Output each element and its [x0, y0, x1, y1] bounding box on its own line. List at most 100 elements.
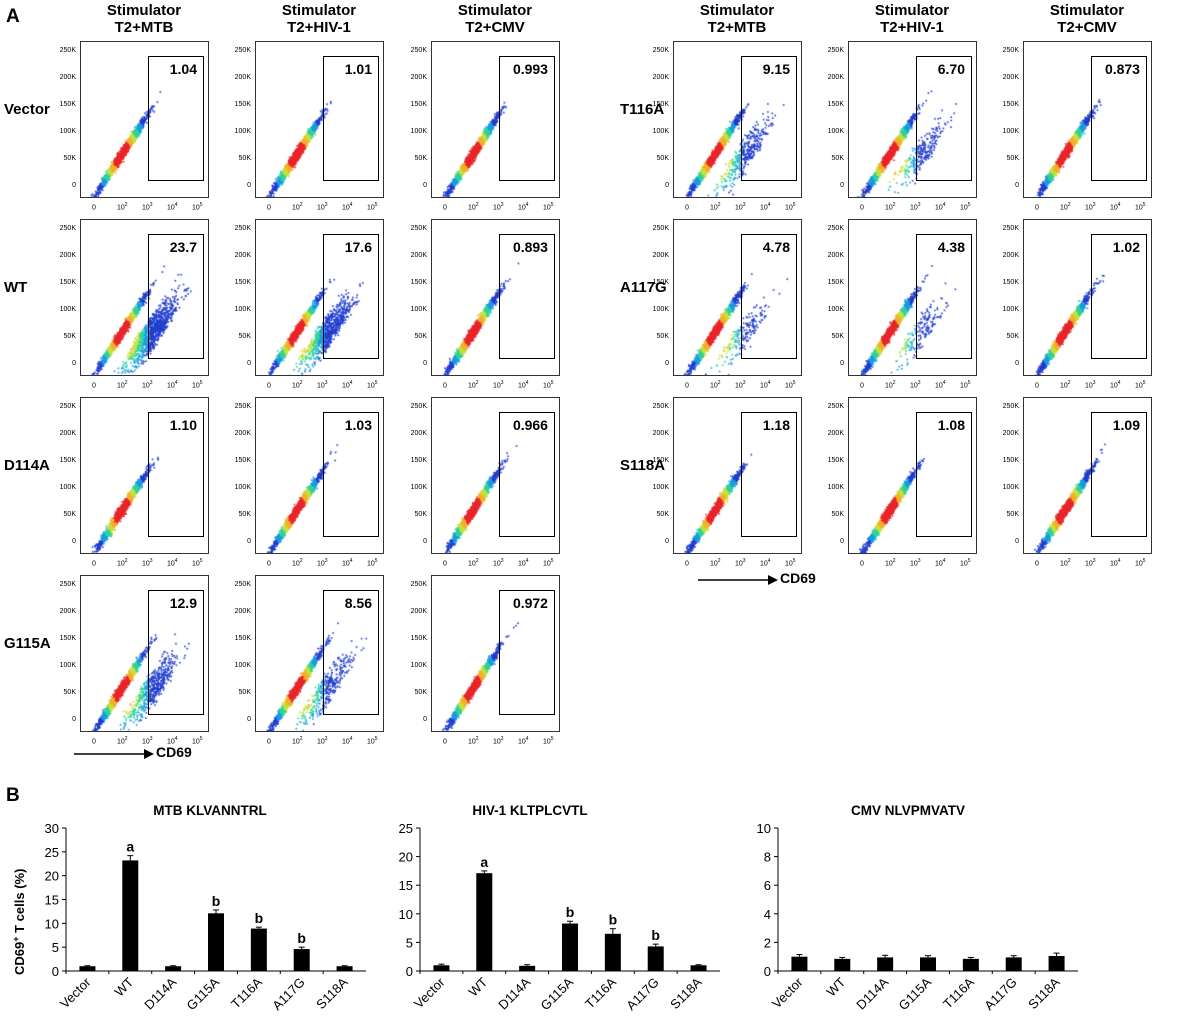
y-tick-label: 100K	[410, 128, 427, 135]
bar	[690, 965, 707, 971]
x-tick-base: 10	[493, 560, 501, 568]
x-tick-base: 0	[443, 560, 447, 568]
x-tick-base: 10	[367, 204, 375, 212]
significance-label: b	[609, 912, 618, 928]
x-tick-label: 102	[1060, 380, 1071, 389]
y-tick-label: 200K	[410, 252, 427, 259]
y-tick-label: 0	[72, 182, 76, 189]
x-tick-exp: 4	[349, 736, 353, 742]
x-tick-base: 10	[785, 382, 793, 390]
x-tick-exp: 4	[942, 202, 946, 208]
bar	[476, 873, 493, 971]
x-tick-base: 10	[468, 204, 476, 212]
y-tick-label: 10	[45, 916, 59, 931]
x-tick-label: 105	[1135, 202, 1146, 211]
x-tick-exp: 4	[767, 558, 771, 564]
x-tick-label: 104	[935, 380, 946, 389]
x-tick-exp: 3	[500, 202, 504, 208]
x-tick-exp: 5	[550, 558, 554, 564]
x-tick-exp: 3	[742, 380, 746, 386]
x-tick-exp: 4	[349, 558, 353, 564]
y-tick-label: 200K	[1002, 430, 1019, 437]
scatter-density	[432, 220, 559, 375]
x-tick-label: 102	[710, 558, 721, 567]
x-tick-label: 0	[685, 380, 689, 389]
flow-plot: 1.09	[1023, 397, 1152, 554]
y-tick-label: 100K	[1002, 128, 1019, 135]
x-tick-base: 10	[543, 560, 551, 568]
x-tick-label: 105	[960, 558, 971, 567]
x-tick-label: 0	[267, 202, 271, 211]
category-label: WT	[466, 974, 491, 999]
x-tick-exp: 3	[149, 558, 153, 564]
bar	[920, 957, 936, 971]
significance-label: b	[566, 904, 575, 920]
x-tick-base: 0	[1035, 382, 1039, 390]
x-tick-label: 105	[367, 202, 378, 211]
x-tick-base: 10	[910, 204, 918, 212]
right-col-header: Stimulator T2+CMV	[1049, 2, 1125, 36]
x-tick-exp: 3	[324, 380, 328, 386]
chart-title: CMV NLVPMVATV	[851, 803, 965, 818]
x-tick-exp: 2	[892, 380, 896, 386]
y-tick-label: 0	[840, 538, 844, 545]
x-tick-label: 104	[760, 202, 771, 211]
bar	[834, 958, 851, 971]
flow-plot: 1.18	[673, 397, 802, 554]
y-tick-label: 50K	[831, 333, 844, 340]
x-tick-base: 10	[735, 560, 743, 568]
category-label: T116A	[940, 974, 977, 1011]
x-tick-base: 10	[935, 560, 943, 568]
x-tick-label: 0	[92, 736, 96, 745]
y-tick-label: 10	[399, 907, 413, 922]
flow-plot: 0.966	[431, 397, 560, 554]
category-label: T116A	[582, 974, 619, 1011]
row-label: A117G	[620, 279, 667, 296]
category-label: S118A	[313, 974, 351, 1012]
category-label: S118A	[667, 974, 705, 1012]
bar-chart-1: HIV-1 KLTPLCVTL 0 5 10 15 20 25 Vector a WT D114A b…	[399, 803, 720, 1013]
x-tick-base: 10	[885, 204, 893, 212]
x-tick-base: 0	[860, 382, 864, 390]
y-tick-label: 250K	[652, 403, 669, 410]
gate-box: 4.78	[741, 234, 797, 359]
category-label: T116A	[228, 974, 265, 1011]
gate-box: 0.966	[499, 412, 555, 537]
row-label: Vector	[4, 101, 50, 118]
y-tick-label: 200K	[59, 74, 76, 81]
x-tick-base: 10	[342, 560, 350, 568]
scatter-density	[256, 42, 383, 197]
y-tick-label: 200K	[234, 430, 251, 437]
y-tick-label: 150K	[410, 101, 427, 108]
x-tick-label: 102	[885, 202, 896, 211]
y-tick-label: 200K	[652, 430, 669, 437]
y-tick-label: 150K	[234, 101, 251, 108]
x-tick-label: 103	[493, 736, 504, 745]
category-label: A117G	[269, 975, 308, 1014]
x-tick-base: 10	[468, 738, 476, 746]
x-tick-exp: 3	[742, 202, 746, 208]
x-tick-exp: 4	[174, 202, 178, 208]
x-tick-label: 104	[1110, 202, 1121, 211]
flow-plot: 4.78	[673, 219, 802, 376]
x-tick-base: 0	[92, 560, 96, 568]
x-tick-exp: 2	[475, 558, 479, 564]
gate-box: 1.01	[323, 56, 379, 181]
x-tick-base: 10	[543, 204, 551, 212]
x-tick-exp: 3	[149, 380, 153, 386]
gate-percentage: 1.04	[169, 61, 197, 77]
x-tick-label: 104	[1110, 558, 1121, 567]
x-tick-base: 10	[292, 204, 300, 212]
x-tick-base: 10	[760, 382, 768, 390]
x-tick-exp: 5	[374, 558, 378, 564]
gate-percentage: 0.993	[512, 61, 548, 77]
y-tick-label: 30	[45, 821, 59, 836]
x-tick-exp: 5	[199, 558, 203, 564]
x-tick-label: 105	[785, 202, 796, 211]
y-tick-label: 0	[840, 360, 844, 367]
y-tick-label: 50K	[63, 511, 76, 518]
x-tick-base: 10	[142, 382, 150, 390]
x-tick-label: 0	[92, 380, 96, 389]
x-tick-base: 0	[92, 382, 96, 390]
